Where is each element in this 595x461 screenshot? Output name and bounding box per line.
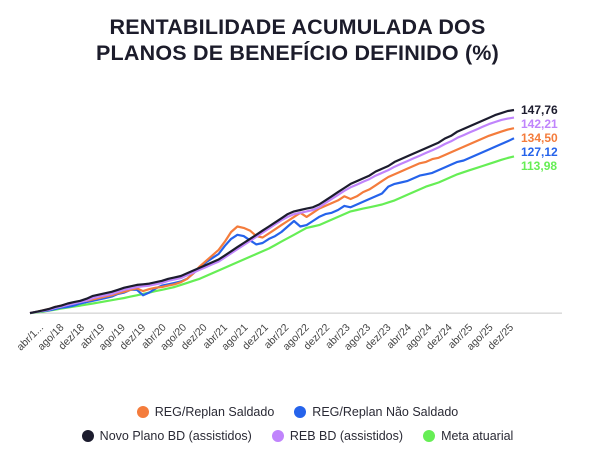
end-value-label: 127,12 [521, 145, 558, 159]
chart-title-line-1: RENTABILIDADE ACUMULADA DOS [109, 15, 486, 39]
end-value-label: 113,98 [521, 159, 557, 173]
legend-label: Novo Plano BD (assistidos) [99, 429, 252, 443]
legend-item: REG/Replan Não Saldado [294, 405, 458, 419]
legend-marker-icon [423, 430, 436, 442]
legend-marker-icon [81, 430, 94, 442]
series-line-4 [29, 155, 515, 315]
legend-item: REB BD (assistidos) [271, 429, 404, 443]
end-value-label: 147,76 [521, 103, 558, 117]
series-line-2 [29, 108, 515, 315]
series-line-3 [29, 116, 515, 315]
chart-title: RENTABILIDADE ACUMULADA DOS PLANOS DE BE… [0, 14, 595, 66]
legend-row-2: Novo Plano BD (assistidos) REB BD (assist… [0, 429, 595, 443]
chart-title-line-2: PLANOS DE BENEFÍCIO DEFINIDO (%) [96, 41, 499, 65]
legend-label: REG/Replan Não Saldado [312, 405, 459, 419]
legend-label: REB BD (assistidos) [289, 429, 404, 443]
legend-label: REG/Replan Saldado [154, 405, 275, 419]
end-value-label: 134,50 [521, 131, 558, 145]
legend-item: Novo Plano BD (assistidos) [81, 429, 252, 443]
legend-label: Meta atuarial [441, 429, 514, 443]
legend-row-1: REG/Replan Saldado REG/Replan Não Saldado [0, 405, 595, 419]
legend-marker-icon [294, 406, 307, 418]
series-line-0 [29, 127, 515, 315]
legend-item: REG/Replan Saldado [136, 405, 275, 419]
end-value-label: 142,21 [521, 117, 558, 131]
series-line-1 [29, 137, 515, 315]
line-chart: abr/1...ago/18dez/18abr/19ago/19dez/19ab… [15, 103, 562, 353]
legend-marker-icon [136, 406, 149, 418]
legend-item: Meta atuarial [423, 429, 513, 443]
legend-marker-icon [271, 430, 284, 442]
